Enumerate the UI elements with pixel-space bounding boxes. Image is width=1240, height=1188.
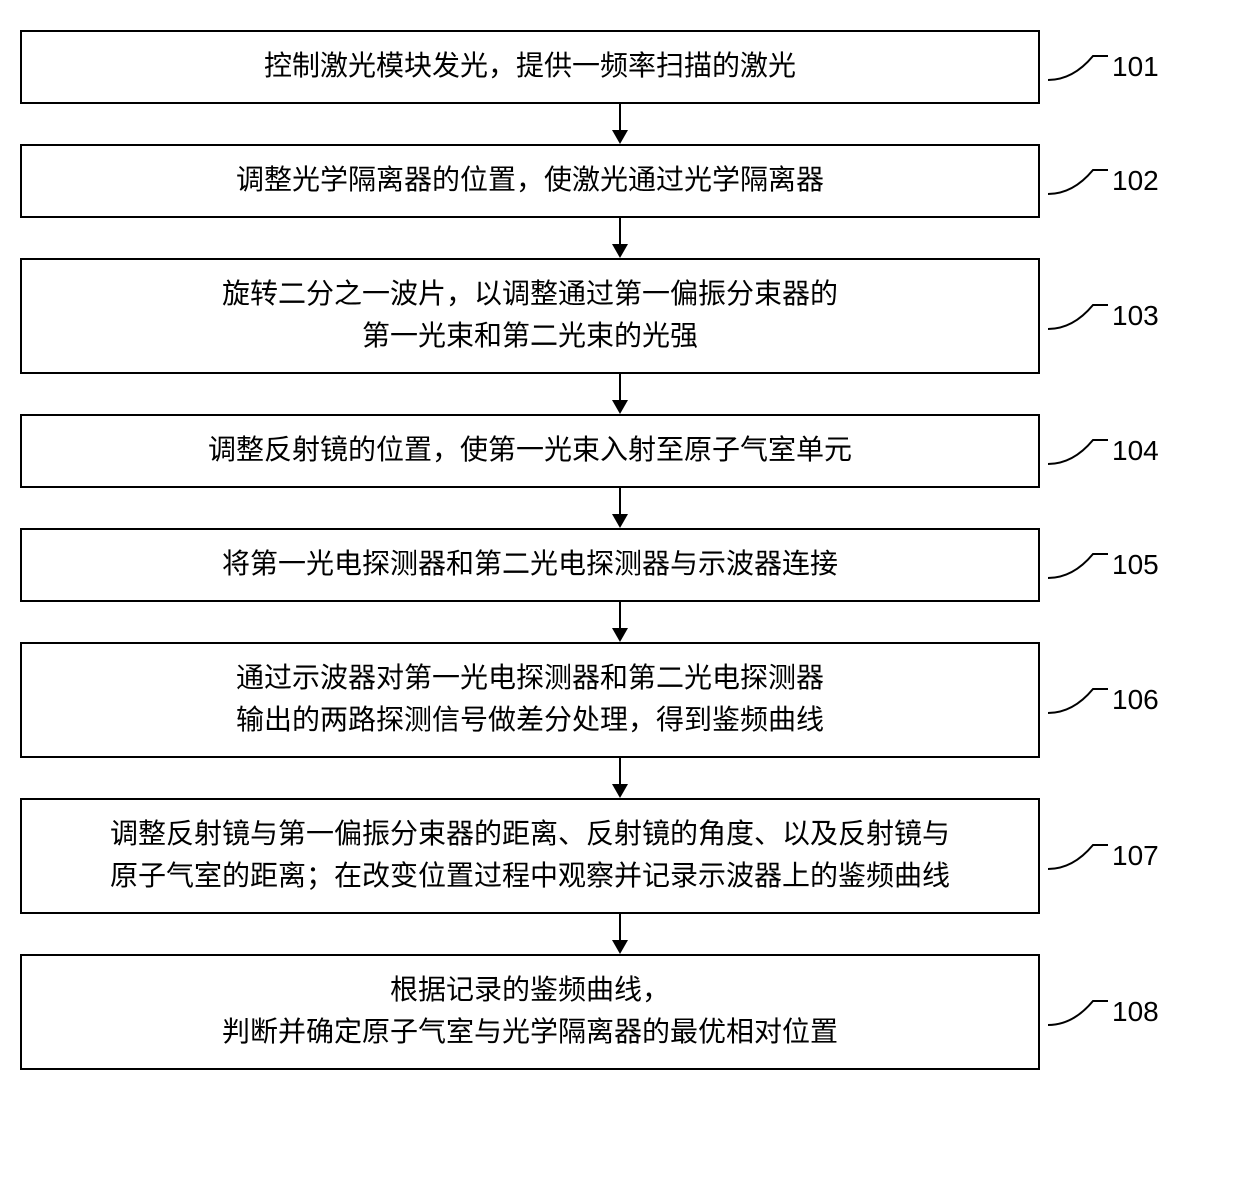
step-number: 104	[1112, 435, 1159, 467]
step-box: 根据记录的鉴频曲线，判断并确定原子气室与光学隔离器的最优相对位置	[20, 954, 1040, 1070]
step-row: 控制激光模块发光，提供一频率扫描的激光 101	[20, 30, 1220, 104]
arrow-container	[110, 914, 1130, 954]
arrow-container	[110, 758, 1130, 798]
callout-connector: 105	[1048, 549, 1159, 581]
step-text-line: 控制激光模块发光，提供一频率扫描的激光	[264, 46, 796, 88]
step-row: 通过示波器对第一光电探测器和第二光电探测器输出的两路探测信号做差分处理，得到鉴频…	[20, 642, 1220, 758]
step-text-line: 原子气室的距离；在改变位置过程中观察并记录示波器上的鉴频曲线	[110, 856, 950, 898]
step-text-line: 调整反射镜的位置，使第一光束入射至原子气室单元	[208, 430, 852, 472]
step-number: 108	[1112, 996, 1159, 1028]
step-row: 旋转二分之一波片，以调整通过第一偏振分束器的第一光束和第二光束的光强 103	[20, 258, 1220, 374]
step-text-line: 旋转二分之一波片，以调整通过第一偏振分束器的	[222, 274, 838, 316]
step-row: 调整反射镜的位置，使第一光束入射至原子气室单元 104	[20, 414, 1220, 488]
flow-arrow	[610, 218, 630, 258]
step-text-line: 调整光学隔离器的位置，使激光通过光学隔离器	[236, 160, 824, 202]
callout-connector: 107	[1048, 840, 1159, 872]
step-box: 控制激光模块发光，提供一频率扫描的激光	[20, 30, 1040, 104]
step-row: 根据记录的鉴频曲线，判断并确定原子气室与光学隔离器的最优相对位置 108	[20, 954, 1220, 1070]
callout-connector: 103	[1048, 300, 1159, 332]
step-text-line: 判断并确定原子气室与光学隔离器的最优相对位置	[222, 1012, 838, 1054]
step-number: 107	[1112, 840, 1159, 872]
callout-connector: 106	[1048, 684, 1159, 716]
step-number: 105	[1112, 549, 1159, 581]
step-text-line: 调整反射镜与第一偏振分束器的距离、反射镜的角度、以及反射镜与	[110, 814, 950, 856]
arrow-container	[110, 488, 1130, 528]
step-number: 102	[1112, 165, 1159, 197]
flow-arrow	[610, 914, 630, 954]
step-row: 调整反射镜与第一偏振分束器的距离、反射镜的角度、以及反射镜与原子气室的距离；在改…	[20, 798, 1220, 914]
flow-arrow	[610, 104, 630, 144]
step-row: 调整光学隔离器的位置，使激光通过光学隔离器 102	[20, 144, 1220, 218]
step-number: 103	[1112, 300, 1159, 332]
step-text-line: 将第一光电探测器和第二光电探测器与示波器连接	[222, 544, 838, 586]
step-text-line: 根据记录的鉴频曲线，	[390, 970, 670, 1012]
callout-connector: 104	[1048, 435, 1159, 467]
step-text-line: 输出的两路探测信号做差分处理，得到鉴频曲线	[236, 700, 824, 742]
step-text-line: 第一光束和第二光束的光强	[362, 316, 698, 358]
step-number: 106	[1112, 684, 1159, 716]
flowchart-container: 控制激光模块发光，提供一频率扫描的激光 101 调整光学隔离器的位置，使激光通过光学…	[20, 30, 1220, 1070]
step-text-line: 通过示波器对第一光电探测器和第二光电探测器	[236, 658, 824, 700]
arrow-container	[110, 602, 1130, 642]
arrow-container	[110, 104, 1130, 144]
flow-arrow	[610, 602, 630, 642]
step-box: 旋转二分之一波片，以调整通过第一偏振分束器的第一光束和第二光束的光强	[20, 258, 1040, 374]
step-row: 将第一光电探测器和第二光电探测器与示波器连接 105	[20, 528, 1220, 602]
step-box: 将第一光电探测器和第二光电探测器与示波器连接	[20, 528, 1040, 602]
flow-arrow	[610, 488, 630, 528]
arrow-container	[110, 374, 1130, 414]
flow-arrow	[610, 758, 630, 798]
callout-connector: 101	[1048, 51, 1159, 83]
callout-connector: 108	[1048, 996, 1159, 1028]
callout-connector: 102	[1048, 165, 1159, 197]
step-box: 通过示波器对第一光电探测器和第二光电探测器输出的两路探测信号做差分处理，得到鉴频…	[20, 642, 1040, 758]
step-box: 调整光学隔离器的位置，使激光通过光学隔离器	[20, 144, 1040, 218]
step-box: 调整反射镜与第一偏振分束器的距离、反射镜的角度、以及反射镜与原子气室的距离；在改…	[20, 798, 1040, 914]
step-box: 调整反射镜的位置，使第一光束入射至原子气室单元	[20, 414, 1040, 488]
arrow-container	[110, 218, 1130, 258]
flow-arrow	[610, 374, 630, 414]
step-number: 101	[1112, 51, 1159, 83]
